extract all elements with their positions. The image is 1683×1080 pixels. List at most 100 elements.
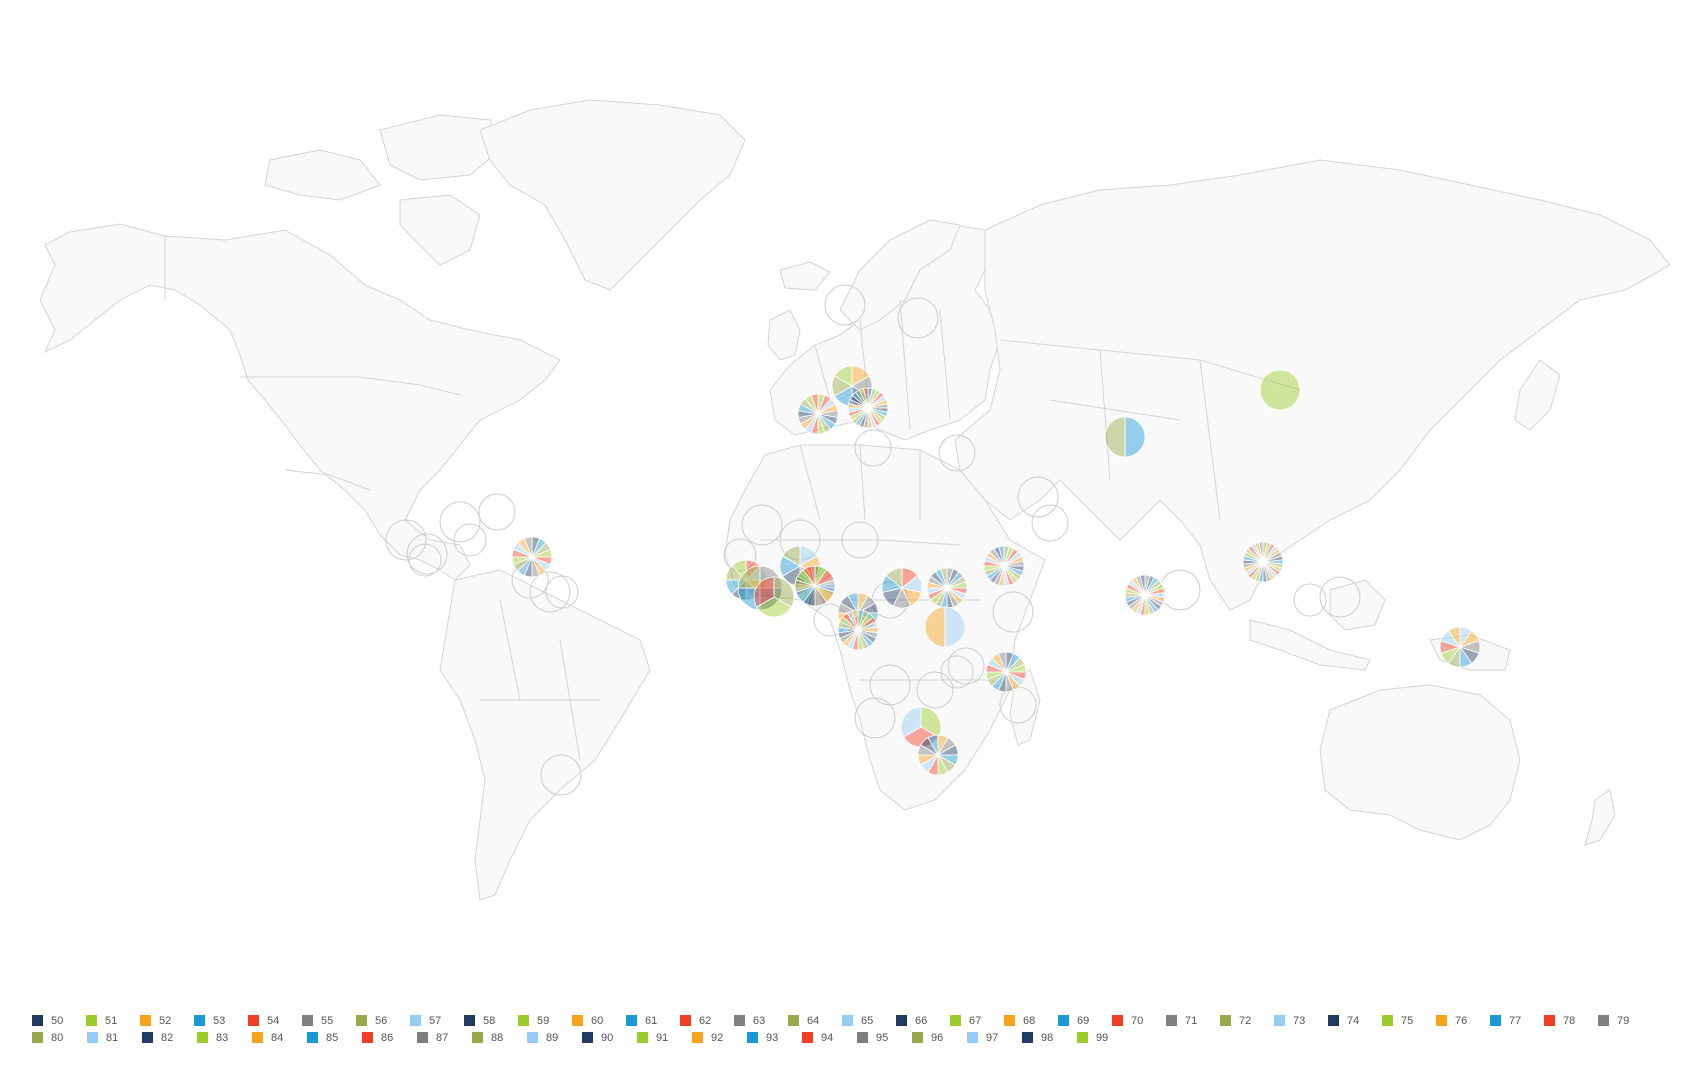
legend-item[interactable]: 50 (32, 1012, 86, 1029)
legend-item[interactable]: 54 (248, 1012, 302, 1029)
legend-swatch (1382, 1015, 1393, 1026)
legend-item[interactable]: 95 (857, 1029, 912, 1046)
legend-item[interactable]: 90 (582, 1029, 637, 1046)
pie-marker-cameroon[interactable] (794, 565, 836, 607)
legend-label: 83 (216, 1031, 229, 1044)
pie-slice[interactable] (847, 592, 859, 615)
legend-item[interactable]: 86 (362, 1029, 417, 1046)
pie-marker-zambia[interactable] (900, 706, 942, 748)
pie-marker-papua-new-guinea[interactable] (1439, 626, 1481, 668)
pie-slice[interactable] (737, 565, 761, 589)
pie-marker-afghanistan[interactable] (1104, 416, 1146, 458)
legend-item[interactable]: 91 (637, 1029, 692, 1046)
pie-slice[interactable] (863, 387, 869, 409)
pie-slice[interactable] (1104, 416, 1126, 458)
pie-marker-uganda-kenya[interactable] (926, 567, 968, 609)
legend-item[interactable]: 85 (307, 1029, 362, 1046)
legend-item[interactable]: 89 (527, 1029, 582, 1046)
pie-slice[interactable] (944, 606, 966, 648)
legend-item[interactable]: 53 (194, 1012, 248, 1029)
pie-marker-portugal-spain[interactable] (797, 393, 839, 435)
legend-item[interactable]: 74 (1328, 1012, 1382, 1029)
legend-item[interactable]: 59 (518, 1012, 572, 1029)
pie-slice[interactable] (885, 567, 903, 589)
legend-item[interactable]: 69 (1058, 1012, 1112, 1029)
legend-item[interactable]: 76 (1436, 1012, 1490, 1029)
legend-item[interactable]: 60 (572, 1012, 626, 1029)
legend-item[interactable]: 51 (86, 1012, 140, 1029)
pie-slice[interactable] (927, 734, 939, 757)
legend-item[interactable]: 58 (464, 1012, 518, 1029)
pie-slice[interactable] (1258, 541, 1264, 563)
legend-item[interactable]: 67 (950, 1012, 1004, 1029)
legend-item[interactable]: 61 (626, 1012, 680, 1029)
pie-slice[interactable] (924, 606, 946, 648)
legend-item[interactable]: 92 (692, 1029, 747, 1046)
pie-marker-south-sudan[interactable] (881, 567, 923, 609)
pie-slice[interactable] (1124, 416, 1146, 458)
pie-slice[interactable] (940, 567, 948, 589)
legend-item[interactable]: 57 (410, 1012, 464, 1029)
pie-slice[interactable] (903, 726, 939, 748)
pie-slice[interactable] (810, 393, 819, 415)
pie-slice[interactable] (900, 706, 922, 738)
pie-slice[interactable] (834, 365, 853, 387)
legend-item[interactable]: 65 (842, 1012, 896, 1029)
pie-marker-sierra-leone[interactable] (753, 576, 795, 618)
pie-slice[interactable] (802, 565, 816, 588)
pie-marker-gabon[interactable] (837, 592, 879, 634)
pie-marker-tanzania[interactable] (924, 606, 966, 648)
legend-item[interactable]: 78 (1544, 1012, 1598, 1029)
legend-item[interactable]: 81 (87, 1029, 142, 1046)
pie-slice[interactable] (1259, 369, 1301, 411)
legend-item[interactable]: 88 (472, 1029, 527, 1046)
legend-item[interactable]: 87 (417, 1029, 472, 1046)
pie-marker-mongolia[interactable] (1259, 369, 1301, 411)
legend-item[interactable]: 94 (802, 1029, 857, 1046)
pie-marker-caribbean[interactable] (511, 536, 553, 578)
pie-slice[interactable] (851, 609, 859, 631)
pie-slice[interactable] (1447, 626, 1461, 649)
legend-item[interactable]: 63 (734, 1012, 788, 1029)
legend-item[interactable]: 70 (1112, 1012, 1166, 1029)
pie-marker-italy-switzerland[interactable] (847, 387, 889, 429)
legend-item[interactable]: 79 (1598, 1012, 1652, 1029)
pie-marker-thailand[interactable] (1242, 541, 1284, 583)
legend-item[interactable]: 99 (1077, 1029, 1132, 1046)
pie-marker-ethiopia[interactable] (983, 545, 1025, 587)
legend-item[interactable]: 52 (140, 1012, 194, 1029)
greenland (479, 99, 746, 291)
pie-slice[interactable] (756, 596, 792, 618)
pie-marker-zimbabwe[interactable] (917, 734, 959, 776)
legend-item[interactable]: 77 (1490, 1012, 1544, 1029)
legend-item[interactable]: 84 (252, 1029, 307, 1046)
pie-marker-france-belgium[interactable] (831, 365, 873, 407)
pie-slice[interactable] (523, 536, 533, 558)
legend-item[interactable]: 55 (302, 1012, 356, 1029)
pie-marker-malawi-mozambique[interactable] (985, 651, 1027, 693)
pie-marker-congo[interactable] (837, 609, 879, 651)
legend-item[interactable]: 71 (1166, 1012, 1220, 1029)
legend-item[interactable]: 56 (356, 1012, 410, 1029)
legend-item[interactable]: 93 (747, 1029, 802, 1046)
pie-slice[interactable] (782, 545, 801, 567)
legend-item[interactable]: 73 (1274, 1012, 1328, 1029)
legend-item[interactable]: 98 (1022, 1029, 1077, 1046)
pie-marker-sri-lanka[interactable] (1124, 574, 1166, 616)
legend-item[interactable]: 82 (142, 1029, 197, 1046)
legend-item[interactable]: 64 (788, 1012, 842, 1029)
legend-item[interactable]: 62 (680, 1012, 734, 1029)
legend-item[interactable]: 75 (1382, 1012, 1436, 1029)
legend-item[interactable]: 72 (1220, 1012, 1274, 1029)
pie-slice[interactable] (753, 576, 775, 608)
legend-item[interactable]: 66 (896, 1012, 950, 1029)
pie-slice[interactable] (998, 545, 1005, 567)
legend-item[interactable]: 97 (967, 1029, 1022, 1046)
legend-item[interactable]: 83 (197, 1029, 252, 1046)
pie-slice[interactable] (1139, 574, 1146, 596)
pie-marker-mali-burkina[interactable] (779, 545, 821, 587)
pie-slice[interactable] (997, 651, 1007, 673)
legend-item[interactable]: 80 (32, 1029, 87, 1046)
legend-item[interactable]: 68 (1004, 1012, 1058, 1029)
legend-item[interactable]: 96 (912, 1029, 967, 1046)
